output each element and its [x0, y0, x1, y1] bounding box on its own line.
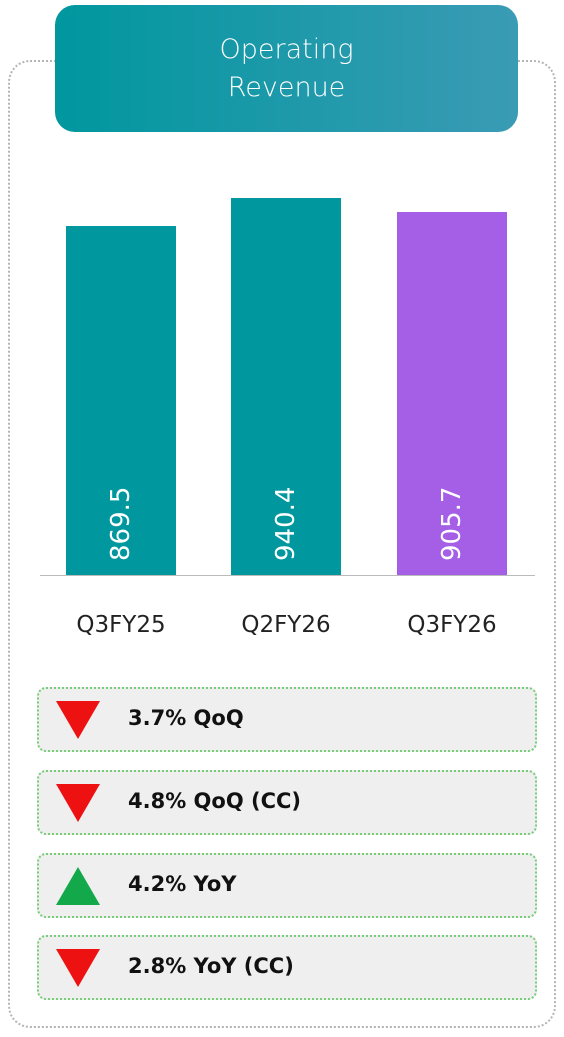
bar	[397, 211, 507, 575]
indicator: 3.7% QoQ	[37, 687, 537, 752]
trend-icon	[56, 784, 100, 822]
indicator: 4.2% YoY	[37, 853, 537, 918]
triangle	[56, 949, 100, 987]
x-tick-label: Q3FY26	[407, 612, 497, 638]
bar	[231, 198, 341, 575]
value-label: 905.7	[437, 486, 467, 561]
triangle	[56, 784, 100, 822]
baseline	[40, 575, 535, 576]
triangle	[56, 701, 100, 739]
x-tick-label: Q3FY25	[76, 612, 166, 638]
trend-icon	[56, 949, 100, 987]
trend-icon	[56, 867, 100, 905]
indicator-text: 2.8% YoY (CC)	[128, 954, 294, 978]
indicator-text: 4.8% QoQ (CC)	[128, 789, 302, 813]
x-tick-label: Q2FY26	[241, 612, 331, 638]
value-label: 869.5	[106, 486, 136, 561]
triangle	[56, 867, 100, 905]
indicator: 2.8% YoY (CC)	[37, 935, 537, 1000]
trend-icon	[56, 701, 100, 739]
indicator: 4.8% QoQ (CC)	[37, 770, 537, 835]
value-label: 940.4	[271, 486, 301, 561]
chart-title: Operating Revenue	[219, 33, 354, 103]
indicator-text: 4.2% YoY	[128, 872, 237, 896]
bar	[66, 226, 176, 575]
indicator-text: 3.7% QoQ	[128, 706, 244, 730]
header: Operating Revenue	[55, 5, 518, 132]
